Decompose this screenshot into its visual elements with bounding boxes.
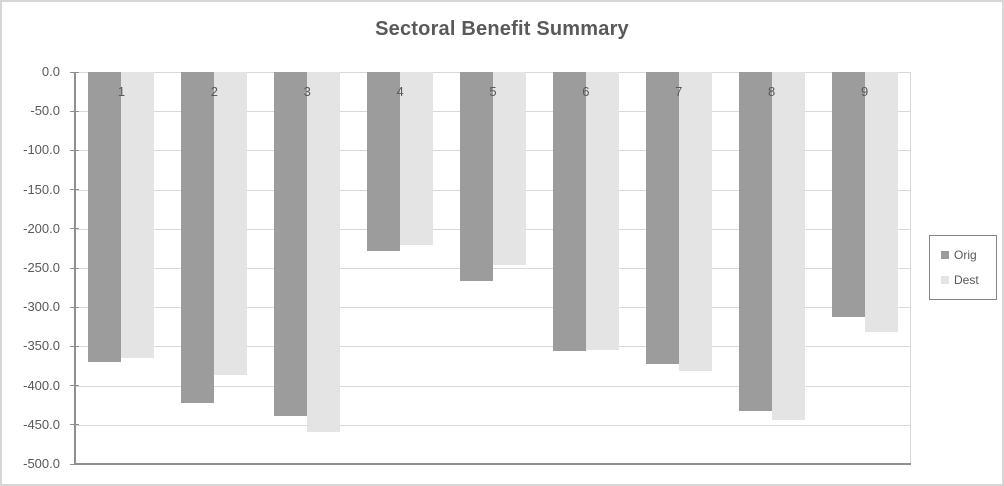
y-tick-label: -200.0 (23, 220, 60, 236)
legend-swatch-dest (941, 276, 949, 284)
category-label-2: 2 (210, 84, 218, 99)
category-group-5: 5 (447, 72, 540, 464)
bar-orig-3 (274, 72, 308, 417)
bar-dest-7 (678, 72, 712, 372)
y-tick-label: -250.0 (23, 260, 60, 275)
y-tick-label: -400.0 (23, 377, 60, 393)
y-tick-label: -350.0 (23, 338, 60, 354)
gridline (75, 424, 911, 426)
axis-tick (70, 189, 79, 191)
category-label-9: 9 (860, 84, 869, 99)
category-group-3: 3 (261, 72, 354, 464)
axis-tick (70, 228, 79, 230)
category-label-3: 3 (303, 84, 311, 99)
bars-container: 1 2 3 4 5 6 7 8 9 (75, 72, 911, 464)
plot-area: 1 2 3 4 5 6 7 8 9 (70, 71, 911, 465)
value-axis-line (74, 72, 76, 465)
y-tick-label: 0.0 (41, 64, 60, 79)
y-tick-label: -100.0 (23, 142, 60, 158)
bar-dest-5 (493, 72, 526, 265)
chart-title: Sectoral Benefit Summary (375, 18, 629, 40)
bar-orig-2 (181, 72, 215, 403)
category-group-2: 2 (168, 72, 261, 464)
axis-tick (70, 267, 79, 269)
category-label-1: 1 (117, 84, 126, 99)
axis-tick (70, 345, 79, 347)
y-axis: 0.0 -50.0 -100.0 -150.0 -200.0 -250.0 -300.0 -3… (2, 64, 60, 471)
category-group-7: 7 (632, 72, 725, 464)
y-tick-label: -450.0 (23, 416, 60, 432)
category-group-6: 6 (539, 72, 632, 464)
bar-orig-7 (645, 72, 679, 364)
legend-item-orig[interactable]: Orig (941, 248, 996, 262)
bar-dest-3 (307, 72, 341, 432)
bar-orig-6 (552, 72, 586, 352)
legend-label-dest: Dest (954, 273, 979, 287)
y-tick-label: -300.0 (23, 299, 60, 315)
plot-bottom-line (74, 463, 911, 465)
gridline (75, 346, 911, 348)
bar-orig-1 (88, 72, 122, 363)
axis-tick (70, 306, 79, 308)
bar-dest-4 (400, 72, 434, 246)
axis-tick (70, 149, 79, 151)
gridline (75, 307, 911, 309)
bar-dest-2 (214, 72, 248, 375)
category-label-8: 8 (768, 84, 776, 99)
category-group-1: 1 (75, 72, 168, 464)
category-group-8: 8 (725, 72, 818, 464)
category-label-4: 4 (396, 84, 404, 99)
gridline (75, 385, 911, 387)
axis-tick (70, 424, 79, 426)
category-group-4: 4 (354, 72, 447, 464)
category-group-9: 9 (818, 72, 911, 464)
y-tick-label: -50.0 (30, 103, 60, 119)
axis-tick (70, 110, 79, 112)
gridline (75, 268, 911, 269)
category-label-7: 7 (675, 84, 683, 99)
bar-orig-4 (367, 72, 401, 251)
axis-tick (70, 385, 79, 387)
y-tick-label: -150.0 (23, 181, 60, 197)
bar-orig-5 (460, 72, 493, 281)
axis-tick (70, 463, 79, 465)
legend-item-dest[interactable]: Dest (941, 273, 996, 287)
category-label-6: 6 (582, 84, 590, 99)
bar-dest-8 (771, 72, 805, 421)
axis-tick (70, 71, 79, 73)
bar-dest-6 (585, 72, 619, 351)
legend-swatch-orig (941, 251, 949, 259)
y-tick-label: -500.0 (23, 456, 60, 471)
category-label-5: 5 (489, 84, 497, 99)
bar-orig-9 (831, 72, 865, 317)
legend-label-orig: Orig (954, 248, 977, 262)
bar-dest-1 (121, 72, 155, 359)
legend[interactable]: Orig Dest (929, 235, 997, 300)
bar-orig-8 (738, 72, 772, 412)
bar-dest-9 (864, 72, 898, 332)
